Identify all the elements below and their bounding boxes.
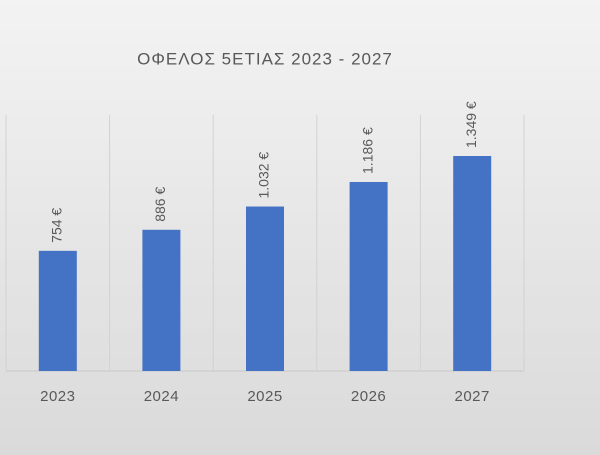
x-tick-label: 2024 bbox=[144, 388, 179, 405]
bar bbox=[246, 206, 284, 371]
bar bbox=[349, 181, 388, 371]
value-label: 754 € bbox=[49, 208, 65, 243]
x-tick-label: 2023 bbox=[40, 388, 75, 405]
x-tick-label: 2027 bbox=[455, 388, 490, 405]
bar bbox=[142, 229, 181, 371]
bar bbox=[453, 156, 492, 371]
value-label: 1.349 € bbox=[463, 101, 479, 148]
bar bbox=[38, 250, 77, 371]
value-label: 886 € bbox=[152, 187, 168, 222]
chart-title: ΟΦΕΛΟΣ 5ΕΤΙΑΣ 2023 - 2027 bbox=[137, 49, 393, 68]
x-tick-label: 2026 bbox=[351, 388, 386, 405]
x-tick-label: 2025 bbox=[247, 388, 282, 405]
value-label: 1.186 € bbox=[359, 127, 375, 174]
value-label: 1.032 € bbox=[256, 152, 272, 199]
